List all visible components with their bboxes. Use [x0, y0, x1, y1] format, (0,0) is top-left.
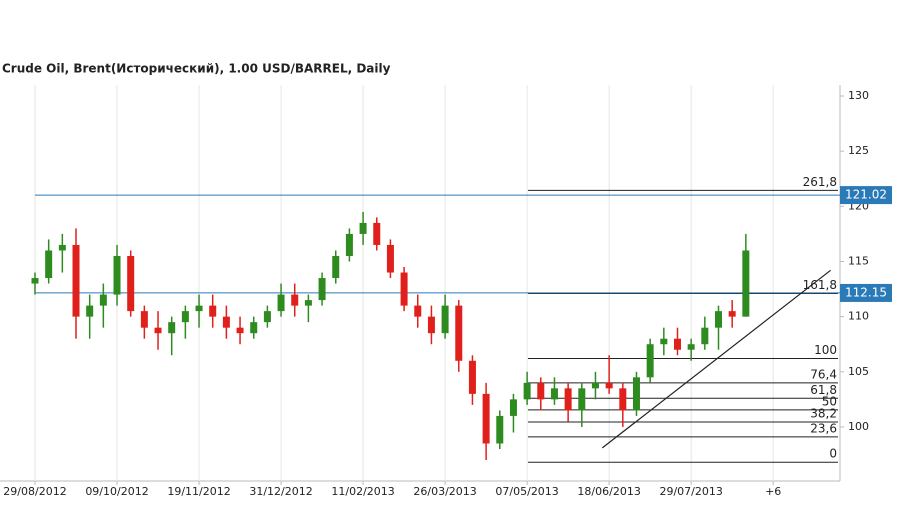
fib-label: 100 [814, 343, 837, 357]
candle-body [209, 305, 217, 317]
x-tick-label: 26/03/2013 [413, 485, 476, 498]
x-tick-label: 31/12/2012 [249, 485, 312, 498]
x-tick-label: +6 [765, 485, 781, 498]
candle-body [345, 233, 353, 256]
x-tick-label: 11/02/2013 [331, 485, 394, 498]
candle-body [45, 250, 53, 279]
candle-body [250, 322, 258, 334]
candle-body [236, 327, 244, 334]
candle-body [564, 388, 572, 411]
candle-body [537, 382, 545, 400]
candle-body [468, 360, 476, 394]
fib-label: 161,8 [803, 278, 837, 292]
fib-label: 261,8 [803, 175, 837, 189]
candle-body [400, 272, 408, 306]
candle-body [291, 294, 299, 306]
x-tick-label: 07/05/2013 [495, 485, 558, 498]
y-tick-label: 130 [848, 89, 869, 102]
candle-body [168, 322, 176, 334]
candle-body [140, 311, 148, 328]
candle-body [701, 327, 709, 345]
candle-body [86, 305, 94, 317]
candle-body [373, 222, 381, 245]
candle-body [318, 278, 326, 301]
fib-label: 50 [822, 394, 837, 408]
fib-label: 38,2 [810, 406, 837, 420]
candle-body [58, 244, 66, 251]
candle-body [605, 382, 613, 389]
y-tick-label: 115 [848, 254, 869, 267]
x-tick-label: 09/10/2012 [85, 485, 148, 498]
candle-body [591, 382, 599, 389]
candle-body [72, 244, 80, 317]
price-label-box [840, 186, 892, 205]
x-tick-label: 19/11/2012 [167, 485, 230, 498]
fib-label: 61,8 [810, 383, 837, 397]
candle-body [496, 415, 504, 444]
candle-body [99, 294, 107, 306]
candle-body [386, 244, 394, 273]
candle-body [154, 327, 162, 334]
price-label-box [840, 283, 892, 302]
candle-body [509, 399, 517, 416]
trend-line [601, 269, 831, 449]
candle-body [332, 255, 340, 279]
fib-label: 0 [829, 447, 837, 461]
candle-body [427, 316, 435, 334]
candle-body [660, 338, 668, 345]
price-label: 112.15 [845, 285, 887, 299]
candle-body [673, 338, 681, 350]
candle-body [127, 255, 135, 312]
price-label: 121.02 [845, 188, 887, 202]
y-tick-label: 105 [848, 365, 869, 378]
candle-body [715, 311, 722, 328]
candle-body [359, 222, 367, 234]
y-tick-label: 110 [848, 310, 869, 323]
x-tick-label: 29/08/2012 [3, 485, 66, 498]
fib-label: 76,4 [810, 367, 837, 381]
candle-body [181, 311, 189, 323]
x-tick-label: 29/07/2013 [659, 485, 722, 498]
x-tick-label: 18/06/2013 [577, 485, 640, 498]
candle-body [277, 294, 285, 312]
fib-label: 23,6 [810, 421, 837, 435]
y-tick-label: 125 [848, 144, 869, 157]
candle-body [632, 377, 640, 411]
candle-body [742, 250, 750, 317]
candle-body [578, 388, 586, 411]
candle-body [619, 388, 627, 411]
candle-body [441, 305, 449, 334]
candle-body [455, 305, 463, 361]
candle-body [113, 255, 121, 295]
candle-body [195, 305, 203, 312]
y-tick-label: 100 [848, 420, 869, 433]
candle-body [646, 344, 654, 378]
candle-body [31, 278, 39, 284]
candle-body [687, 344, 695, 350]
candle-body [263, 311, 271, 323]
chart-title: Crude Oil, Brent(Исторический), 1.00 USD… [2, 62, 391, 76]
candle-body [414, 305, 422, 317]
candle-body [523, 382, 531, 400]
candle-body [304, 300, 312, 306]
candle-body [482, 393, 490, 444]
candle-body [550, 388, 558, 400]
candle-body [728, 311, 736, 317]
candle-body [222, 316, 230, 328]
